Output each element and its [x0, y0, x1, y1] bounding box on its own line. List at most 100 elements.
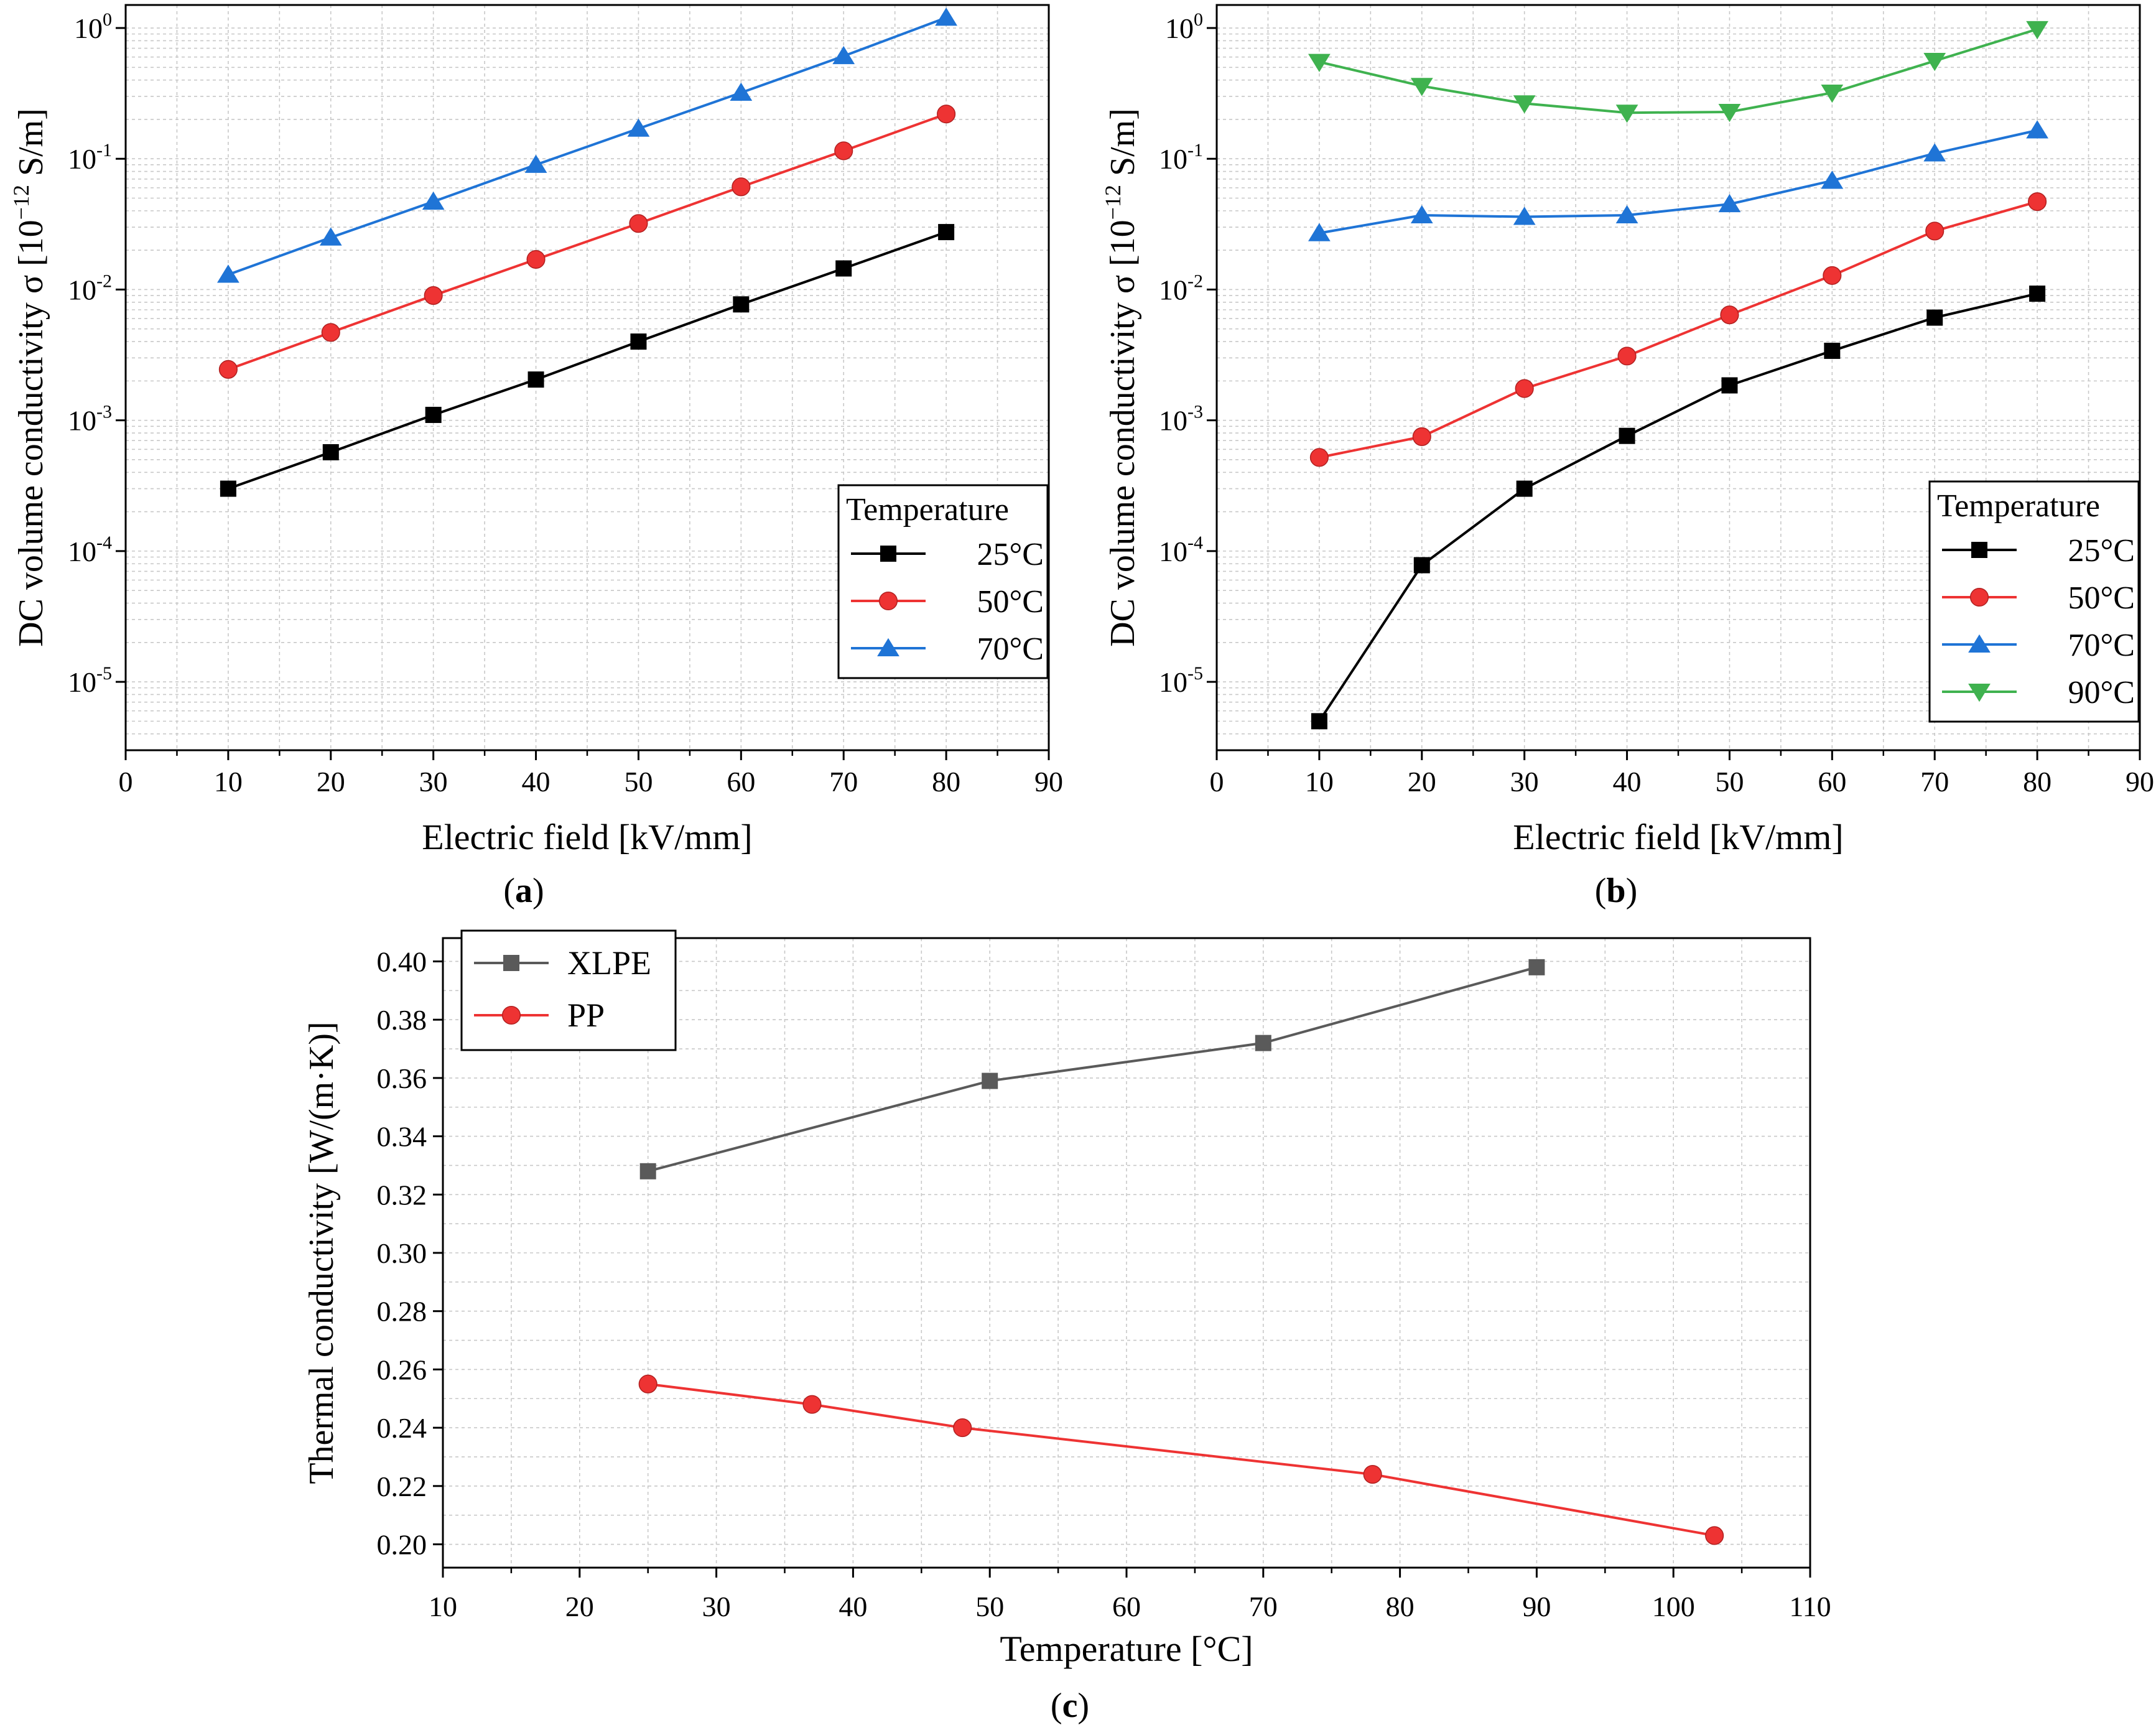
data-point: [425, 406, 442, 423]
data-point: [1617, 346, 1637, 366]
data-point: [1923, 143, 1946, 162]
y-axis-label: DC volume conductivity σ [10−12 S/m]: [1100, 108, 1142, 647]
data-point: [217, 264, 239, 283]
legend: Temperature 25°C 50°C 70°C: [837, 484, 1049, 679]
legend-box: [460, 929, 677, 1051]
data-point: [1705, 1526, 1724, 1545]
y-tick-label: 10-2: [1159, 271, 1203, 305]
data-point: [1513, 207, 1536, 225]
y-axis: 0.20 0.22 0.24 0.26 0.28 0.30 0.32 0.34 0.36 0.38…: [302, 946, 443, 1561]
legend-entry: 70°C: [977, 631, 1044, 667]
series-90°C: [1308, 21, 2048, 123]
data-point: [1824, 342, 1841, 359]
y-tick-label: 0.38: [377, 1004, 427, 1036]
x-tick-label: 50: [1715, 766, 1744, 798]
series-line: [1319, 200, 2038, 459]
data-point: [639, 1163, 656, 1179]
data-point: [1615, 205, 1638, 223]
data-point: [832, 45, 855, 65]
data-point: [2026, 21, 2048, 40]
series-70°C: [217, 7, 957, 283]
data-point: [1515, 379, 1534, 398]
data-point: [1923, 52, 1946, 72]
x-tick-label: 90: [1034, 766, 1063, 798]
data-point: [424, 286, 443, 305]
panel-label: (a): [503, 872, 544, 910]
x-tick-label: 60: [1818, 766, 1846, 798]
y-tick-label: 10-1: [68, 140, 112, 175]
series-50°C: [1309, 192, 2047, 467]
data-point: [1255, 1035, 1271, 1051]
y-tick-label: 10-5: [1159, 663, 1203, 698]
data-point: [319, 227, 342, 246]
y-tick-label: 0.20: [377, 1529, 427, 1561]
y-tick-label: 0.32: [377, 1179, 427, 1211]
data-point: [953, 1418, 972, 1438]
data-point: [1718, 193, 1741, 213]
series-25°C: [220, 224, 955, 497]
data-point: [1413, 557, 1430, 574]
x-axis: 0 10 20 30 40 50 60 70 80 90 Electric field [kV/mm…: [119, 750, 1063, 857]
legend-entry: 50°C: [2068, 580, 2135, 616]
x-tick-label: 40: [522, 766, 551, 798]
y-tick-label: 100: [74, 9, 112, 44]
x-axis-label: Temperature [°C]: [1000, 1629, 1253, 1669]
data-point: [1410, 205, 1433, 223]
x-axis-label: Electric field [kV/mm]: [1513, 817, 1843, 857]
data-point: [524, 154, 547, 173]
data-point: [1821, 85, 1844, 103]
legend-entry: 25°C: [977, 537, 1044, 572]
x-tick-label: 60: [1112, 1591, 1141, 1622]
data-point: [629, 214, 648, 233]
legend-box: [837, 484, 1049, 679]
data-point: [220, 480, 236, 497]
x-axis: 10 20 30 40 50 60 70 80 90 100 110 Temperature [°C]: [429, 1568, 1831, 1669]
series-PP: [638, 1374, 1724, 1545]
y-tick-label: 0.22: [377, 1471, 427, 1502]
y-tick-label: 0.36: [377, 1063, 427, 1094]
data-point: [2026, 120, 2048, 139]
data-point: [1363, 1465, 1382, 1484]
series-25°C: [1311, 286, 2046, 730]
x-tick-label: 80: [932, 766, 960, 798]
x-tick-label: 100: [1652, 1591, 1695, 1622]
data-point: [732, 177, 751, 197]
data-point: [1720, 305, 1739, 325]
data-point: [2028, 192, 2047, 212]
legend-entry: 70°C: [2068, 628, 2135, 663]
data-point: [1926, 309, 1943, 326]
data-point: [1619, 427, 1635, 444]
legend-title: Temperature: [1937, 488, 2100, 524]
series-XLPE: [639, 959, 1545, 1179]
y-tick-label: 0.34: [377, 1121, 427, 1153]
panel-label: (c): [1051, 1686, 1089, 1725]
data-point: [1309, 448, 1329, 467]
data-point: [1925, 221, 1945, 241]
data-point: [835, 260, 852, 277]
y-axis: 10-5 10-4 10-3 10-2 10-1 100 DC volume conduct…: [1100, 9, 1217, 698]
x-tick-label: 50: [624, 766, 653, 798]
legend-entry: PP: [567, 997, 605, 1034]
chart-panel-b: 0 10 20 30 40 50 60 70 80 90 Electric field [kV/mm…: [1100, 4, 2154, 910]
series-70°C: [1308, 120, 2048, 241]
data-point: [527, 371, 544, 388]
chart-panel-c: 10 20 30 40 50 60 70 80 90 100 110 Temperature [°C]…: [302, 929, 1831, 1725]
y-tick-label: 0.30: [377, 1237, 427, 1269]
legend-marker: [877, 638, 899, 656]
data-point: [1721, 377, 1738, 394]
series-line: [228, 231, 947, 490]
gridlines: [1216, 5, 2140, 751]
data-point: [1821, 170, 1844, 189]
y-tick-label: 0.40: [377, 946, 427, 977]
data-point: [834, 141, 853, 160]
x-tick-label: 60: [727, 766, 755, 798]
x-tick-label: 20: [565, 1591, 594, 1622]
y-tick-label: 10-3: [1159, 402, 1203, 437]
y-tick-label: 0.26: [377, 1354, 427, 1385]
legend-marker: [878, 591, 898, 611]
y-axis-label: DC volume conductivity σ [10−12 S/m]: [9, 108, 50, 647]
data-point: [1718, 103, 1741, 123]
legend-marker: [1971, 542, 1987, 558]
legend-entry: XLPE: [567, 944, 651, 982]
